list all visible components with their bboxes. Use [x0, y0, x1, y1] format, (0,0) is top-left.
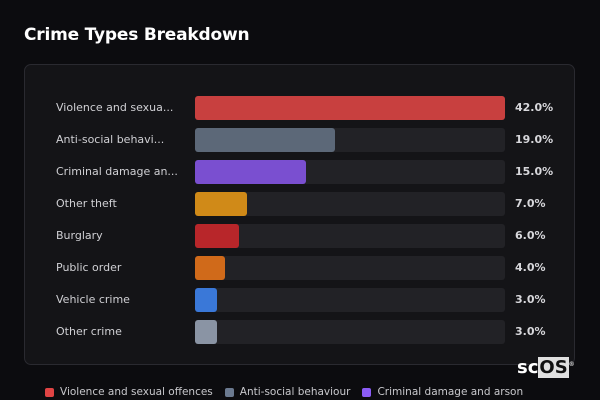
- bar-row: Criminal damage an... 15.0%: [25, 160, 574, 184]
- bar-track: [195, 256, 505, 280]
- chart-panel: Violence and sexua... 42.0% Anti-social b…: [24, 64, 575, 365]
- bar: [195, 320, 218, 344]
- logo-reg: ®: [568, 361, 575, 368]
- bar: [195, 288, 218, 312]
- bar: [195, 256, 225, 280]
- bar-track: [195, 192, 505, 216]
- bar-label: Violence and sexua...: [56, 101, 174, 114]
- legend-label: Anti-social behaviour: [239, 386, 351, 398]
- bar-label: Other crime: [56, 325, 122, 338]
- bar-value-label: 15.0%: [515, 165, 554, 178]
- bar-label: Burglary: [56, 229, 103, 242]
- bar-track: [195, 128, 505, 152]
- bar-track: [195, 224, 505, 248]
- legend-item[interactable]: Anti-social behaviour: [224, 386, 351, 398]
- bar-row: Vehicle crime 3.0%: [25, 288, 574, 312]
- bar-label: Other theft: [56, 197, 117, 210]
- bar-row: Public order 4.0%: [25, 256, 574, 280]
- legend-swatch: [45, 387, 54, 397]
- legend-swatch: [362, 387, 372, 397]
- bar: [195, 224, 240, 248]
- bar-value-label: 42.0%: [515, 101, 554, 114]
- bar-track: [195, 288, 505, 312]
- bar-track: [195, 160, 505, 184]
- bar-value-label: 3.0%: [515, 325, 546, 338]
- legend-label: Violence and sexual offences: [60, 386, 213, 398]
- legend-item[interactable]: Criminal damage and arson: [362, 386, 523, 398]
- logo-os: OS: [538, 357, 569, 378]
- bar-label: Criminal damage an...: [56, 165, 178, 178]
- bar-label: Public order: [56, 261, 122, 274]
- bar: [195, 128, 336, 152]
- bar-row: Anti-social behavi... 19.0%: [25, 128, 574, 152]
- chart-title: Crime Types Breakdown: [24, 25, 250, 45]
- bar-row: Other crime 3.0%: [25, 320, 574, 344]
- bar: [195, 160, 306, 184]
- bar-value-label: 7.0%: [515, 197, 546, 210]
- legend-item[interactable]: Violence and sexual offences: [45, 386, 213, 398]
- bar-row: Violence and sexua... 42.0%: [25, 96, 574, 120]
- bar: [195, 192, 247, 216]
- bar-row: Other theft 7.0%: [25, 192, 574, 216]
- bar-value-label: 3.0%: [515, 293, 546, 306]
- bar-track: [195, 320, 505, 344]
- scos-logo: scOS®: [517, 357, 575, 378]
- legend: Violence and sexual offences Anti-social …: [45, 386, 523, 398]
- bar: [195, 96, 505, 120]
- bar-label: Vehicle crime: [56, 293, 130, 306]
- legend-label: Criminal damage and arson: [377, 386, 524, 398]
- bar-value-label: 4.0%: [515, 261, 546, 274]
- legend-swatch: [224, 387, 234, 397]
- bar-label: Anti-social behavi...: [56, 133, 165, 146]
- bar-track: [195, 96, 505, 120]
- bar-row: Burglary 6.0%: [25, 224, 574, 248]
- bar-value-label: 6.0%: [515, 229, 546, 242]
- logo-sc: sc: [517, 357, 539, 378]
- bar-value-label: 19.0%: [515, 133, 554, 146]
